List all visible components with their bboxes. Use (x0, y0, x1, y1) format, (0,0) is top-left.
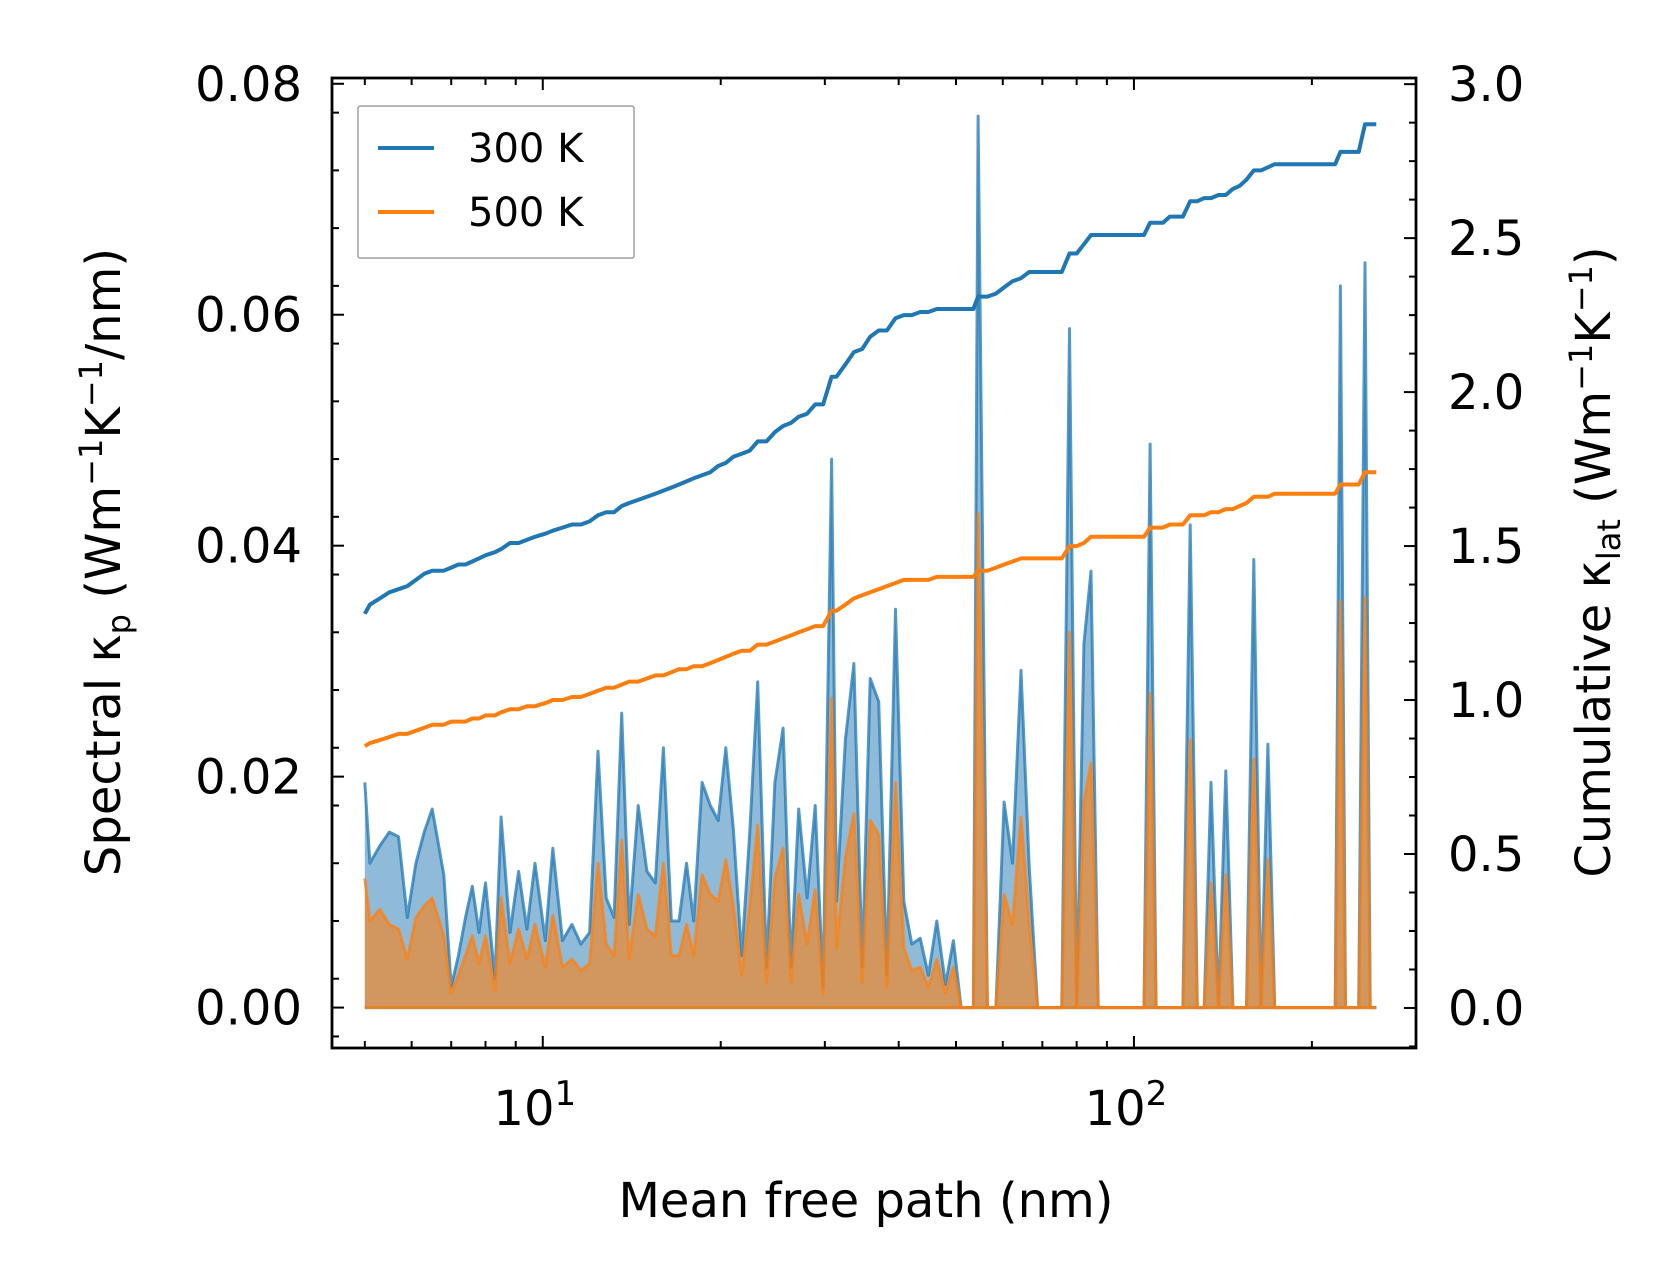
x-tick-label: 101 (493, 1074, 576, 1137)
y-left-tick-label: 0.02 (195, 750, 302, 806)
plot-frame (330, 76, 1418, 1050)
y-right-tick-label: 1.5 (1448, 519, 1524, 575)
y-right-tick-label: 0.0 (1448, 981, 1524, 1037)
legend-box (357, 105, 635, 259)
y-left-tick-label: 0.00 (195, 981, 302, 1037)
x-tick-label: 102 (1085, 1074, 1168, 1137)
cumulative-line-500k (363, 470, 1377, 748)
legend: 300 K 500 K (357, 105, 635, 259)
legend-label-300k: 300 K (468, 126, 585, 172)
y-right-tick-label: 2.5 (1448, 211, 1524, 267)
y-left-tick-label: 0.06 (195, 288, 302, 344)
y-right-axis-title: Cumulative κlat (Wm−1K−1) (1562, 246, 1628, 877)
axis-ticks (332, 78, 1417, 1048)
series-lines (363, 122, 1377, 748)
x-axis-title: Mean free path (nm) (619, 1173, 1114, 1229)
y-left-tick-label: 0.04 (195, 519, 302, 575)
spectral-line-300k (363, 114, 1377, 1010)
y-left-tick-label: 0.08 (195, 57, 302, 113)
axis-tick-labels: 101 102 0.00 0.02 0.04 0.06 0.08 0.0 0.5 1.0 1.5 2.… (195, 57, 1524, 1137)
spectral-fills (363, 114, 1377, 1010)
y-right-tick-label: 3.0 (1448, 57, 1524, 113)
cumulative-line-300k (363, 122, 1377, 615)
spectral-line-500k (363, 511, 1377, 1010)
y-right-tick-label: 1.0 (1448, 673, 1524, 729)
y-left-axis-title: Spectral κp (Wm−1K−1/nm) (72, 248, 138, 876)
y-right-tick-label: 0.5 (1448, 827, 1524, 883)
y-right-tick-label: 2.0 (1448, 365, 1524, 421)
legend-label-500k: 500 K (468, 190, 585, 236)
